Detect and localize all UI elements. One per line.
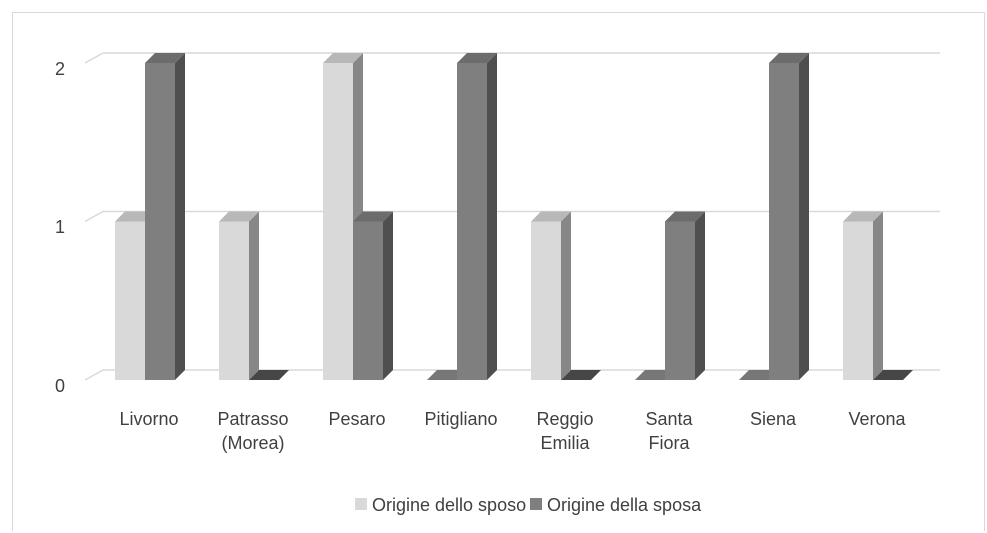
bar-sposa-front bbox=[457, 63, 487, 380]
bars bbox=[115, 53, 913, 380]
category-label: Reggio Emilia bbox=[536, 409, 593, 453]
legend: Origine dello sposo Origine della sposa bbox=[355, 495, 702, 515]
legend-label-sposa: Origine della sposa bbox=[547, 495, 702, 515]
bar-sposo-side bbox=[249, 211, 259, 380]
y-tick-label: 2 bbox=[55, 59, 65, 79]
gridline-depth bbox=[84, 210, 104, 223]
category-label-line: Pitigliano bbox=[424, 409, 497, 429]
bar-sposo-top bbox=[843, 211, 883, 222]
legend-swatch-sposa bbox=[530, 498, 542, 510]
category-label-line: Reggio bbox=[536, 409, 593, 429]
category-label-line: Santa bbox=[645, 409, 693, 429]
bar-sposa-front bbox=[145, 63, 175, 380]
bar-sposa-top bbox=[561, 370, 601, 380]
category-label-line: Pesaro bbox=[328, 409, 385, 429]
bar-sposa-top bbox=[249, 370, 289, 380]
bar-sposa-top bbox=[145, 53, 185, 63]
bar-sposa-side bbox=[799, 53, 809, 380]
category-label: Patrasso (Morea) bbox=[217, 409, 288, 453]
bar-sposa-front bbox=[353, 221, 383, 380]
bar-sposo-top bbox=[531, 211, 571, 222]
gridlines bbox=[84, 52, 940, 381]
bar-sposa-top bbox=[873, 370, 913, 380]
category-label-line: Verona bbox=[848, 409, 906, 429]
category-label: Pitigliano bbox=[424, 409, 497, 429]
category-label: Santa Fiora bbox=[645, 409, 693, 453]
category-label: Livorno bbox=[119, 409, 178, 429]
bar-sposa-front bbox=[665, 221, 695, 380]
x-axis-categories: Livorno Patrasso (Morea) Pesaro Pitigliano Re… bbox=[119, 409, 906, 453]
category-label-line: Emilia bbox=[540, 433, 590, 453]
category-label-line: Livorno bbox=[119, 409, 178, 429]
bar-sposa-top bbox=[353, 211, 393, 222]
category-label: Siena bbox=[750, 409, 797, 429]
bar-sposo-front bbox=[115, 221, 145, 380]
category-label-line: (Morea) bbox=[221, 433, 284, 453]
bar-sposo-side bbox=[873, 211, 883, 380]
bar-sposa-side bbox=[487, 53, 497, 380]
category-label-line: Patrasso bbox=[217, 409, 288, 429]
bar-sposa-top bbox=[769, 53, 809, 63]
bar-sposo-top bbox=[219, 211, 259, 222]
bar-sposo-front bbox=[323, 63, 353, 380]
category-label: Verona bbox=[848, 409, 906, 429]
gridline-depth bbox=[84, 52, 104, 64]
y-tick-label: 1 bbox=[55, 217, 65, 237]
gridline-depth bbox=[84, 369, 104, 381]
bar-sposa-side bbox=[383, 211, 393, 380]
category-label: Pesaro bbox=[328, 409, 385, 429]
bar-sposo-top bbox=[323, 53, 363, 63]
bar-sposo-front bbox=[843, 221, 873, 380]
legend-swatch-sposo bbox=[355, 498, 367, 510]
y-axis-ticks: 0 1 2 bbox=[55, 59, 65, 396]
category-label-line: Fiora bbox=[648, 433, 690, 453]
bar-sposo-side bbox=[561, 211, 571, 380]
category-label-line: Siena bbox=[750, 409, 797, 429]
y-tick-label: 0 bbox=[55, 376, 65, 396]
legend-label-sposo: Origine dello sposo bbox=[372, 495, 526, 515]
bar-sposa-top bbox=[457, 53, 497, 63]
bar-sposa-top bbox=[665, 211, 705, 222]
bar-sposo-front bbox=[219, 221, 249, 380]
chart-frame bbox=[12, 12, 985, 531]
bar-sposa-front bbox=[769, 63, 799, 380]
bar-sposo-front bbox=[531, 221, 561, 380]
bar-sposa-side bbox=[695, 211, 705, 380]
bar-sposa-side bbox=[175, 53, 185, 380]
